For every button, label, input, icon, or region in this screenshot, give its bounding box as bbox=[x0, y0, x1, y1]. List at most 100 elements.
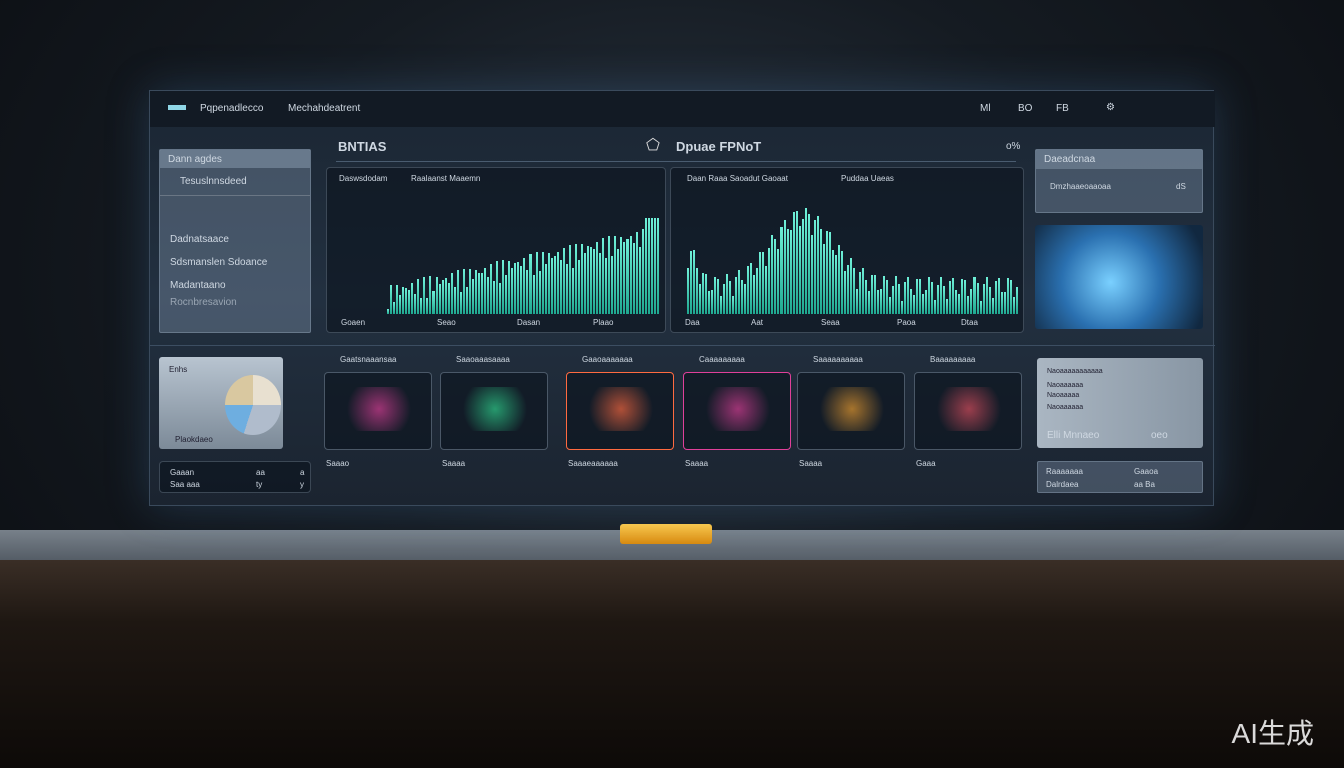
tile-plot bbox=[581, 387, 661, 431]
bar bbox=[387, 309, 390, 314]
menu-icon[interactable] bbox=[168, 105, 186, 110]
bar bbox=[738, 269, 741, 314]
wifi-icon[interactable]: Ml bbox=[980, 103, 991, 114]
divider bbox=[150, 345, 1215, 346]
bar bbox=[949, 281, 952, 314]
left-item[interactable]: Dadnatsaace bbox=[170, 234, 229, 245]
tile-chart[interactable] bbox=[566, 372, 674, 450]
bar bbox=[556, 252, 559, 314]
bar bbox=[441, 279, 444, 314]
grid-icon[interactable]: FB bbox=[1056, 103, 1069, 114]
globe-image bbox=[1035, 225, 1203, 329]
bar bbox=[922, 294, 925, 314]
bar bbox=[961, 278, 964, 314]
monitor-screen: Pqpenadlecco Mechahdeatrent Ml BO FB ⚙ D… bbox=[149, 90, 1215, 506]
action-link[interactable]: o% bbox=[1006, 141, 1021, 152]
info-badge[interactable]: oeo bbox=[1151, 430, 1168, 441]
footer-label: Raaaaaaa bbox=[1046, 467, 1083, 476]
bar bbox=[976, 282, 979, 314]
bar bbox=[702, 272, 705, 314]
tile-chart[interactable] bbox=[440, 372, 548, 450]
left-item[interactable]: Rocnbresavion bbox=[170, 297, 237, 308]
bar bbox=[511, 268, 514, 314]
bar bbox=[508, 260, 511, 314]
bar bbox=[898, 284, 901, 314]
bar bbox=[1003, 292, 1006, 314]
bar bbox=[444, 277, 447, 314]
bar bbox=[477, 272, 480, 314]
tile-title: Caaaaaaaaa bbox=[699, 355, 745, 364]
bar bbox=[584, 253, 587, 314]
bar bbox=[526, 270, 529, 314]
bar bbox=[462, 268, 465, 314]
pie-card: Enhs Plaokdaeo bbox=[159, 357, 283, 449]
bar bbox=[1009, 280, 1012, 314]
bar bbox=[988, 286, 991, 314]
tile-title: Saaaaaaaaaa bbox=[813, 355, 863, 364]
stat-value: dS bbox=[1176, 182, 1186, 191]
left-panel-row: Tesuslnnsdeed bbox=[160, 168, 310, 196]
bar bbox=[955, 290, 958, 314]
bar bbox=[825, 230, 828, 314]
bar bbox=[729, 280, 732, 314]
bar bbox=[411, 283, 414, 314]
bar bbox=[620, 236, 623, 314]
bar bbox=[708, 290, 711, 314]
tile-chart[interactable] bbox=[683, 372, 791, 450]
section-title: BNTIAS bbox=[338, 139, 387, 154]
info-footer: Elli Mnnaeo bbox=[1047, 430, 1100, 441]
bar bbox=[587, 246, 590, 314]
bar bbox=[571, 267, 574, 314]
section-title-2: Dpuae FPNoT bbox=[676, 139, 762, 154]
bar bbox=[550, 257, 553, 314]
bar bbox=[514, 262, 517, 314]
bar bbox=[647, 218, 650, 314]
bar bbox=[777, 249, 780, 314]
bar bbox=[459, 292, 462, 314]
left-item[interactable]: Sdsmanslen Sdoance bbox=[170, 257, 268, 268]
x-tick: Goaen bbox=[341, 318, 366, 327]
bar bbox=[723, 284, 726, 314]
x-tick: Dtaa bbox=[961, 318, 978, 327]
bar bbox=[468, 268, 471, 314]
bar bbox=[517, 262, 520, 314]
bar bbox=[399, 294, 402, 314]
bar bbox=[596, 241, 599, 314]
settings-icon[interactable]: ⚙ bbox=[1106, 102, 1115, 113]
bar bbox=[864, 280, 867, 314]
bar bbox=[901, 300, 904, 314]
bar bbox=[952, 277, 955, 314]
x-tick: Paoa bbox=[897, 318, 916, 327]
tile-plot bbox=[812, 387, 892, 431]
bar bbox=[626, 239, 629, 314]
bar bbox=[453, 287, 456, 314]
bar bbox=[474, 269, 477, 314]
chart-left: Daswsdodam Raalaanst Maaemn Goaen Seao D… bbox=[326, 167, 666, 333]
bar bbox=[623, 242, 626, 314]
tile-chart[interactable] bbox=[797, 372, 905, 450]
tile-chart[interactable] bbox=[324, 372, 432, 450]
bar bbox=[913, 295, 916, 314]
tile-title: Gaaoaaaaaaa bbox=[582, 355, 633, 364]
footer-value: Gaaoa bbox=[1134, 467, 1159, 476]
info-card: Naoaaaaaaaaaaa Naoaaaaaa Naoaaaaa Naoaaa… bbox=[1037, 358, 1203, 448]
x-tick: Dasan bbox=[517, 318, 541, 327]
tile-chart[interactable] bbox=[914, 372, 1022, 450]
menu-item[interactable]: Pqpenadlecco bbox=[200, 103, 264, 114]
bar bbox=[762, 252, 765, 314]
bar bbox=[641, 229, 644, 314]
bar bbox=[798, 226, 801, 314]
left-panel: Dann agdes Tesuslnnsdeed Dadnatsaace Sds… bbox=[159, 149, 311, 333]
left-item[interactable]: Madantaano bbox=[170, 280, 226, 291]
menu-item[interactable]: Mechahdeatrent bbox=[288, 103, 361, 114]
bar bbox=[979, 301, 982, 314]
battery-icon[interactable]: BO bbox=[1018, 103, 1033, 114]
bar bbox=[705, 274, 708, 314]
bar bbox=[1000, 291, 1003, 314]
bar bbox=[997, 277, 1000, 314]
bar bbox=[895, 276, 898, 314]
diamond-icon: ⬠ bbox=[646, 137, 660, 154]
bar bbox=[792, 212, 795, 314]
bar bbox=[880, 288, 883, 314]
bar bbox=[852, 267, 855, 314]
